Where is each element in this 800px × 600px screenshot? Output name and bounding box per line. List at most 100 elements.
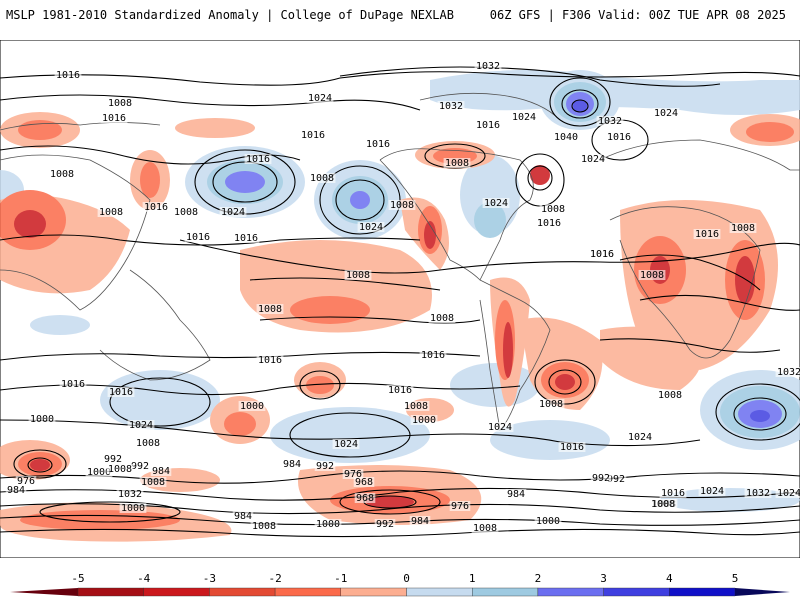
- isobar-label: 1008: [430, 313, 454, 324]
- isobar-label: 1008: [731, 223, 755, 234]
- colorbar-tick-label: 3: [600, 572, 607, 585]
- isobar-label-bg: [85, 467, 113, 477]
- isobar-label: 984: [152, 466, 170, 477]
- model-run-info: 06Z GFS | F306 Valid: 00Z TUE APR 08 202…: [489, 8, 786, 22]
- isobar-label-bg: [410, 415, 438, 425]
- isobar-label-bg: [353, 477, 375, 487]
- isobar-label: 1024: [359, 222, 383, 233]
- isobar-label: 1016: [301, 130, 325, 141]
- isobar-label: 976: [451, 501, 469, 512]
- colorbar-segment: [77, 587, 144, 597]
- isobar-label-bg: [281, 459, 303, 469]
- isobar-label: 992: [607, 474, 625, 485]
- isobar-label-bg: [626, 432, 654, 442]
- isobar-label-bg: [486, 422, 514, 432]
- isobar-label-bg: [119, 503, 147, 513]
- isobar-label: 1024: [512, 112, 536, 123]
- colorbar-arrow-right: [735, 588, 790, 596]
- isobar-label: 968: [355, 477, 373, 488]
- isobar-label: 1016: [109, 387, 133, 398]
- isobar-label: 1000: [536, 516, 560, 527]
- isobar-label-bg: [332, 439, 360, 449]
- map-title: MSLP 1981-2010 Standardized Anomaly | Co…: [6, 8, 454, 22]
- isobar-label: 1016: [537, 218, 561, 229]
- isobar-label-bg: [344, 270, 372, 280]
- isobar-label: 1032: [777, 367, 800, 378]
- isobar-label-bg: [638, 270, 666, 280]
- isobar-label-bg: [134, 438, 162, 448]
- isobar-label: 1024: [654, 108, 678, 119]
- isobar-label-bg: [15, 476, 37, 486]
- isobar-label: 1016: [246, 154, 270, 165]
- isobar-label-bg: [656, 390, 684, 400]
- isobar-label: 1032: [746, 488, 770, 499]
- isobar-label: 1016: [102, 113, 126, 124]
- isobar-label: 1000: [412, 415, 436, 426]
- isobar-label: 1008: [252, 521, 276, 532]
- isobar-label: 1016: [476, 120, 500, 131]
- isobar-label: 1024: [221, 207, 245, 218]
- isobar-label: 984: [7, 485, 25, 496]
- colorbar-segment: [274, 587, 342, 597]
- isobar-label-bg: [449, 501, 471, 511]
- isobar-label: 1024: [484, 198, 508, 209]
- isobar-label-bg: [558, 442, 586, 452]
- isobar-label-bg: [232, 511, 254, 521]
- isobar-label: 984: [234, 511, 252, 522]
- isobar-label-bg: [299, 130, 327, 140]
- colorbar-tick-label: 5: [732, 572, 739, 585]
- isobar-label-bg: [256, 304, 284, 314]
- isobar-label-bg: [374, 519, 396, 529]
- colorbar-tick-label: -3: [203, 572, 216, 585]
- isobar-label: 1008: [310, 173, 334, 184]
- isobar-label-bg: [364, 139, 392, 149]
- isobar-label: 992: [376, 519, 394, 530]
- colorbar-tick-label: 1: [469, 572, 476, 585]
- isobar-label-bg: [443, 158, 471, 168]
- isobar-label-bg: [409, 516, 431, 526]
- isobar-label-bg: [534, 516, 562, 526]
- colorbar-segment: [340, 587, 407, 597]
- isobar-label-bg: [605, 132, 633, 142]
- isobar-label-bg: [590, 473, 612, 483]
- isobar-label-bg: [693, 229, 721, 239]
- colorbar-tick-labels: -5 -4 -3 -2 -1 0 1 2 3 4 5: [71, 572, 738, 585]
- isobar-label: 1024: [488, 422, 512, 433]
- isobar-label-bg: [474, 120, 502, 130]
- isobar-label: 1008: [141, 477, 165, 488]
- isobar-label-bg: [649, 499, 677, 509]
- isobar-label: 1008: [658, 390, 682, 401]
- isobar-label: 976: [344, 469, 362, 480]
- isobar-label: 1016: [560, 442, 584, 453]
- isobar-label: 1008: [258, 304, 282, 315]
- isobar-label-bg: [28, 414, 56, 424]
- isobar-label-bg: [150, 466, 172, 476]
- isobar-label-bg: [5, 485, 27, 495]
- isobar-label: 1016: [61, 379, 85, 390]
- isobar-label-bg: [100, 113, 128, 123]
- isobar-label-bg: [102, 454, 124, 464]
- isobar-label-bg: [219, 207, 247, 217]
- colorbar-segment: [669, 587, 736, 597]
- isobar-labels: 1016 1008 1016 1024 1016 1008 1016 1008 1008 1016…: [5, 61, 800, 534]
- isobar-label: 1016: [590, 249, 614, 260]
- isobar-label: 1000: [121, 503, 145, 514]
- isobar-label-bg: [775, 488, 800, 498]
- isobar-label-bg: [388, 200, 416, 210]
- colorbar-segment: [209, 587, 276, 597]
- isobar-label: 1024: [777, 488, 800, 499]
- colorbar-segment: [472, 587, 539, 597]
- isobar-label: 1008: [539, 399, 563, 410]
- isobar-label: 1024: [129, 420, 153, 431]
- isobar-label-bg: [142, 202, 170, 212]
- isobar-label: 1032: [439, 101, 463, 112]
- isobar-label: 1008: [50, 169, 74, 180]
- colorbar-tick-label: -5: [71, 572, 84, 585]
- isobar-label: 1032: [476, 61, 500, 72]
- anomaly-colorbar: -5 -4 -3 -2 -1 0 1 2 3 4 5: [10, 572, 790, 597]
- isobar-label-bg: [579, 154, 607, 164]
- isobar-label: 984: [283, 459, 301, 470]
- colorbar-tick-label: -2: [268, 572, 281, 585]
- isobar-label-bg: [54, 70, 82, 80]
- isobar-label-bg: [588, 249, 616, 259]
